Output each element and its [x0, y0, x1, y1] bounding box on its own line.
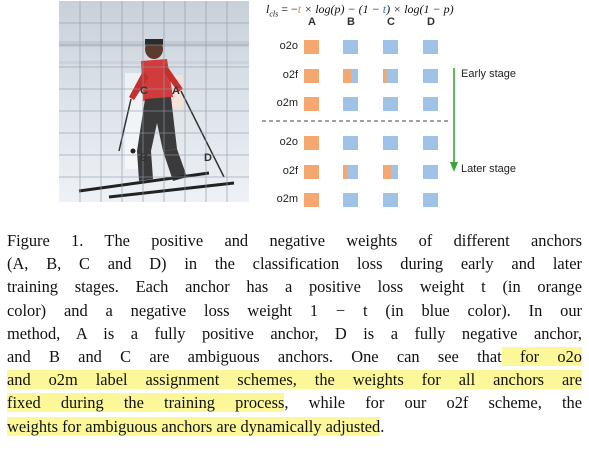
- weight-cell: [423, 136, 438, 150]
- caption-highlight: weights for ambiguous anchors are dynami…: [7, 416, 381, 436]
- weight-cell: [383, 165, 398, 179]
- weight-cell: [304, 69, 319, 83]
- caption-line: training stages. Each anchor has a posit…: [7, 277, 582, 297]
- anchor-label-b: B: [140, 152, 148, 164]
- weight-cell: [383, 97, 398, 111]
- weight-cell: [343, 69, 358, 83]
- skier-figure: [78, 39, 235, 199]
- weight-cell: [343, 40, 358, 54]
- weight-cell: [423, 69, 438, 83]
- row-label: o2f: [282, 165, 298, 177]
- weight-cell: [343, 193, 358, 207]
- caption-line: Figure 1. The positive and negative weig…: [7, 231, 582, 250]
- stage-arrow: [450, 68, 458, 172]
- weight-cell: [423, 193, 438, 207]
- weight-cell: [423, 40, 438, 54]
- anchor-label-a: A: [172, 85, 180, 97]
- weight-cell: [343, 136, 358, 150]
- row-label: o2o: [279, 136, 298, 148]
- caption-line: and o2m label assignment schemes, the we…: [7, 368, 582, 391]
- early-stage-label: Early stage: [461, 68, 517, 80]
- later-stage-label: Later stage: [461, 163, 517, 175]
- caption-highlight: fixed during the training process: [7, 393, 285, 413]
- row-label: o2f: [282, 69, 298, 81]
- row-label: o2o: [279, 40, 298, 52]
- caption-line: color) and a negative loss weight 1 − t …: [7, 300, 582, 320]
- caption-line: (A, B, C and D) in the classification lo…: [7, 254, 582, 274]
- stage-separator: [262, 120, 448, 122]
- weight-cell: [423, 165, 438, 179]
- weight-cell: [343, 165, 358, 179]
- anchor-label-d: D: [204, 152, 212, 164]
- weight-cell: [383, 69, 398, 83]
- weight-cell: [304, 40, 319, 54]
- row-label: o2m: [276, 97, 298, 109]
- anchor-grid: [59, 1, 249, 202]
- weight-cell: [304, 97, 319, 111]
- weight-cell: [423, 97, 438, 111]
- weight-cell: [304, 165, 319, 179]
- figure-photo: C A B D: [59, 1, 249, 202]
- weight-cell: [343, 97, 358, 111]
- anchor-label-c: C: [140, 85, 148, 97]
- anchor-header-c: C: [387, 16, 395, 28]
- weight-cell: [304, 136, 319, 150]
- weight-cell: [383, 40, 398, 54]
- figure-caption: Figure 1. The positive and negative weig…: [7, 229, 582, 438]
- caption-line: fixed during the training process, while…: [7, 393, 582, 413]
- loss-formula: lcls = −t × log(p) − (1 − t) × log(1 − p…: [266, 2, 454, 19]
- weight-cell: [383, 193, 398, 207]
- anchor-header-a: A: [308, 16, 316, 28]
- caption-highlight: for o2o: [501, 347, 582, 367]
- caption-line: method, A is a fully positive anchor, D …: [7, 323, 582, 343]
- weight-cell: [304, 193, 319, 207]
- anchor-header-b: B: [347, 16, 355, 28]
- weight-cell: [383, 136, 398, 150]
- caption-line: weights for ambiguous anchors are dynami…: [7, 416, 385, 436]
- row-label: o2m: [276, 193, 298, 205]
- anchor-header-d: D: [427, 16, 435, 28]
- caption-line: and B and C are ambiguous anchors. One c…: [7, 347, 582, 367]
- caption-highlight: and o2m label assignment schemes, the we…: [7, 370, 582, 390]
